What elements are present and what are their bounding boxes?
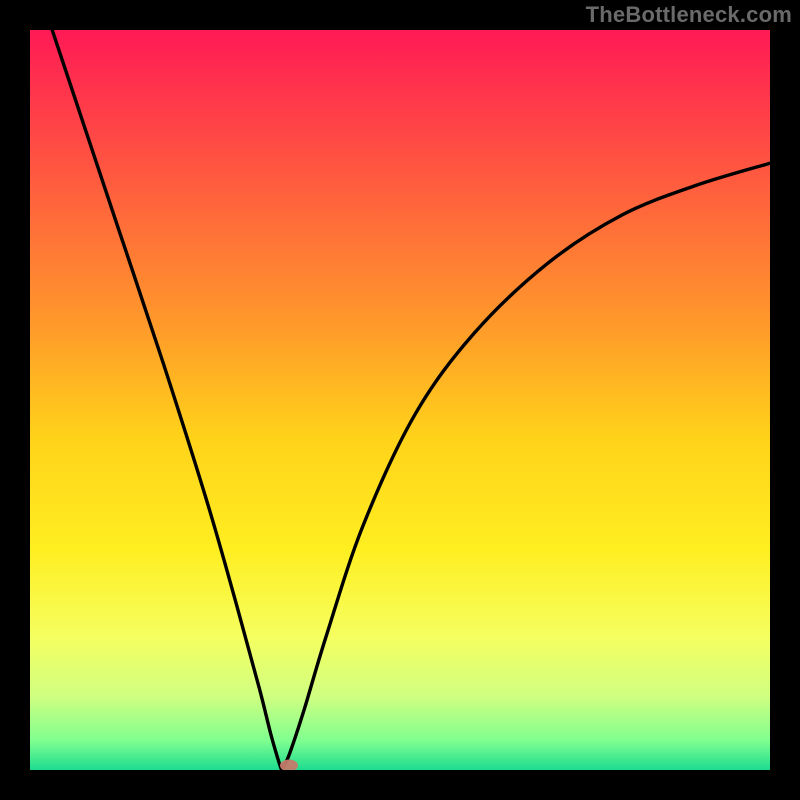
bottleneck-curve-chart bbox=[30, 30, 770, 770]
chart-container: TheBottleneck.com bbox=[0, 0, 800, 800]
watermark-text: TheBottleneck.com bbox=[586, 2, 792, 28]
chart-background bbox=[30, 30, 770, 770]
